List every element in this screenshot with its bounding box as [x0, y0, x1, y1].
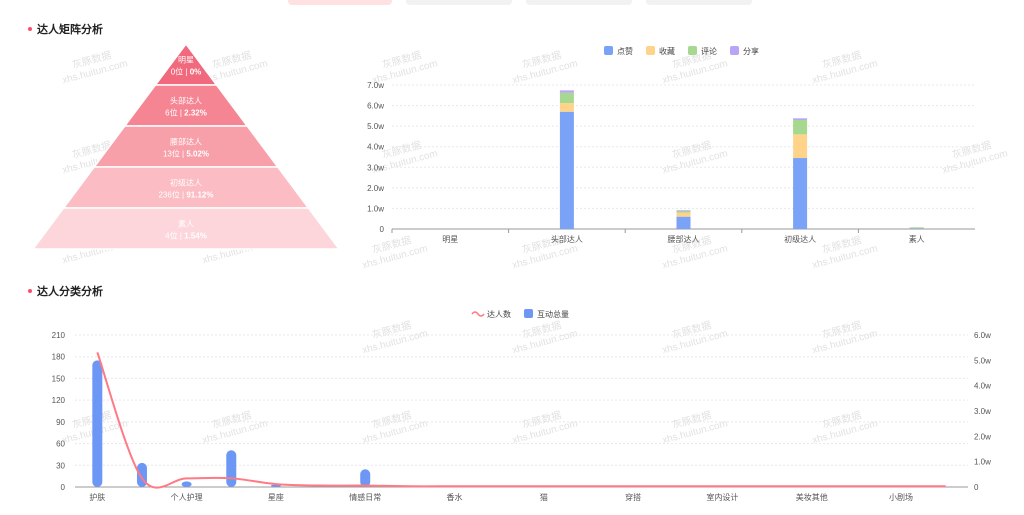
pyramid-level-name: 明星	[178, 56, 194, 65]
line-creator-count[interactable]	[96, 352, 946, 489]
bar-segment-点赞[interactable]	[676, 216, 691, 229]
bar-segment-分享[interactable]	[559, 90, 574, 93]
x-tick-label: 个人护理	[171, 492, 203, 502]
bar-segment-评论[interactable]	[559, 92, 574, 104]
tab-active[interactable]	[288, 0, 392, 5]
tab-4[interactable]	[646, 0, 752, 5]
y-tick-label: 6.0w	[367, 102, 384, 111]
pyramid-level-stats: 0位 | 0%	[171, 67, 202, 77]
y-right-tick-label: 6.0w	[974, 331, 991, 340]
bar-interaction-total[interactable]	[92, 360, 103, 487]
legend-swatch	[730, 46, 739, 55]
pyramid-level-name: 腰部达人	[170, 137, 202, 147]
x-tick-label: 穿搭	[625, 492, 641, 502]
x-tick-label: 腰部达人	[668, 234, 700, 244]
category-section-title: 达人分类分析	[28, 283, 103, 299]
y-tick-label: 3.0w	[367, 163, 384, 172]
pyramid-level-stats: 236位 | 91.12%	[158, 190, 213, 200]
y-left-tick-label: 150	[52, 374, 66, 383]
matrix-section-title: 达人矩阵分析	[28, 21, 103, 37]
bar-segment-收藏[interactable]	[676, 212, 691, 217]
y-tick-label: 5.0w	[367, 122, 384, 131]
x-tick-label: 护肤	[89, 492, 105, 502]
x-tick-label: 美妆其他	[796, 492, 828, 502]
x-tick-label: 香水	[447, 492, 463, 502]
y-right-tick-label: 5.0w	[974, 356, 991, 365]
bar-interaction-total[interactable]	[360, 469, 371, 487]
pyramid-level[interactable]	[31, 207, 341, 250]
y-tick-label: 4.0w	[367, 143, 384, 152]
x-tick-label: 明星	[442, 235, 458, 244]
x-tick-label: 小剧场	[889, 493, 913, 502]
bar-interaction-total[interactable]	[226, 450, 237, 487]
y-left-tick-label: 90	[56, 418, 65, 427]
y-right-tick-label: 3.0w	[974, 407, 991, 416]
pyramid-level-stats: 13位 | 5.02%	[163, 149, 209, 159]
bar-segment-分享[interactable]	[793, 118, 808, 120]
pyramid-level-name: 头部达人	[170, 96, 202, 106]
y-tick-label: 1.0w	[367, 204, 384, 213]
y-left-tick-label: 180	[52, 353, 66, 362]
y-tick-label: 0	[380, 225, 385, 234]
y-tick-label: 7.0w	[367, 81, 384, 90]
y-right-tick-label: 1.0w	[974, 458, 991, 467]
title-dot	[28, 289, 32, 293]
matrix-title-text: 达人矩阵分析	[37, 24, 103, 36]
bar-segment-收藏[interactable]	[559, 103, 574, 112]
pyramid-level-name: 素人	[178, 219, 194, 229]
legend-swatch	[646, 46, 655, 55]
x-tick-label: 情感日常	[349, 492, 381, 502]
bar-segment-点赞[interactable]	[559, 111, 574, 229]
legend-label: 互动总量	[537, 309, 569, 319]
legend-swatch	[604, 46, 613, 55]
title-dot	[28, 27, 32, 31]
bar-segment-分享[interactable]	[676, 210, 691, 212]
pyramid-level-stats: 4位 | 1.54%	[165, 231, 207, 241]
legend-bar-swatch	[524, 309, 533, 318]
y-left-tick-label: 210	[52, 331, 66, 340]
tab-2[interactable]	[406, 0, 512, 5]
y-left-tick-label: 60	[56, 440, 65, 449]
y-left-tick-label: 120	[52, 396, 66, 405]
y-right-tick-label: 0	[974, 483, 979, 492]
legend-label: 点赞	[617, 46, 633, 56]
x-tick-label: 猫	[540, 492, 548, 502]
legend-swatch	[688, 46, 697, 55]
pyramid-level-stats: 6位 | 2.32%	[165, 108, 207, 118]
legend-label: 评论	[701, 46, 717, 56]
category-title-text: 达人分类分析	[37, 286, 103, 298]
x-tick-label: 初级达人	[784, 234, 816, 244]
y-right-tick-label: 4.0w	[974, 382, 991, 391]
legend-label: 收藏	[659, 46, 675, 56]
y-tick-label: 2.0w	[367, 184, 384, 193]
x-tick-label: 素人	[909, 234, 925, 244]
bar-segment-收藏[interactable]	[793, 134, 808, 159]
top-tab-strip	[0, 0, 1024, 6]
bar-segment-点赞[interactable]	[793, 158, 808, 229]
bar-segment-评论[interactable]	[793, 119, 808, 135]
legend-label: 分享	[743, 46, 759, 56]
bar-segment-评论[interactable]	[909, 227, 924, 229]
bar-segment-点赞[interactable]	[909, 227, 924, 229]
y-left-tick-label: 0	[61, 483, 66, 492]
x-tick-label: 头部达人	[551, 234, 583, 244]
bar-segment-评论[interactable]	[676, 210, 691, 213]
x-tick-label: 星座	[268, 492, 284, 502]
pyramid-level-name: 初级达人	[170, 178, 202, 188]
y-right-tick-label: 2.0w	[974, 432, 991, 441]
legend-label: 达人数	[487, 309, 511, 319]
y-left-tick-label: 30	[56, 461, 65, 470]
bar-interaction-total[interactable]	[181, 481, 192, 487]
legend-line-swatch	[471, 311, 485, 317]
x-tick-label: 室内设计	[706, 492, 738, 502]
tab-3[interactable]	[526, 0, 632, 5]
